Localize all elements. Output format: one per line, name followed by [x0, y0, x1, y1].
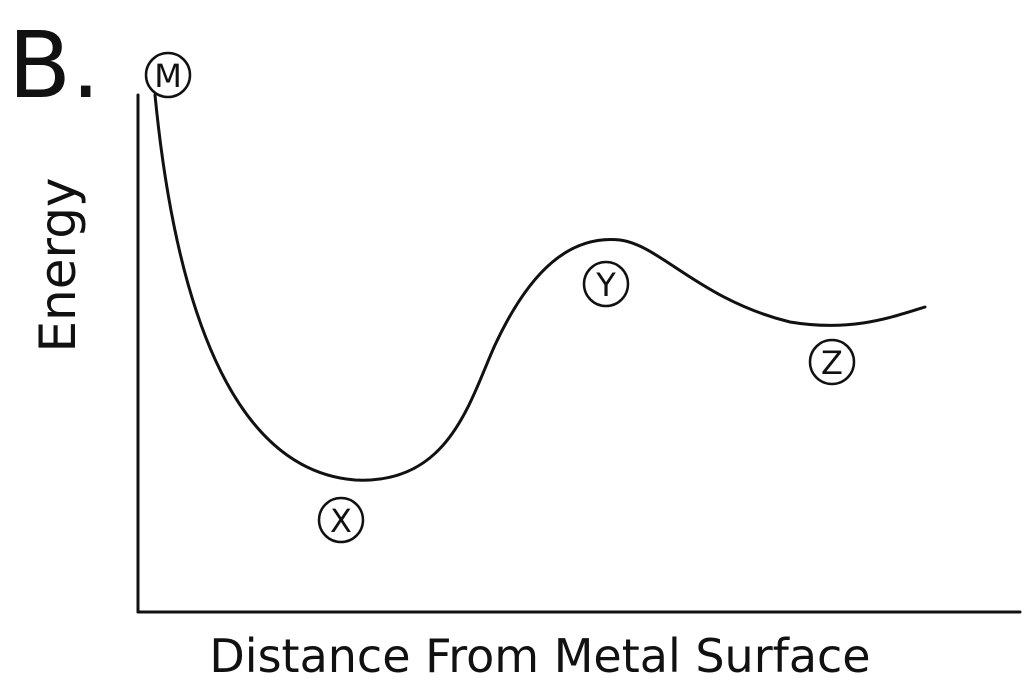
marker-circle [317, 496, 365, 544]
point-label: X [330, 502, 352, 540]
y-axis-label: Energy [29, 177, 87, 352]
point-label: M [154, 57, 182, 95]
x-axis-label: Distance From Metal Surface [209, 629, 870, 678]
point-label: Z [821, 344, 843, 382]
point-markers: M X Y Z [144, 51, 856, 544]
marker-circle [582, 260, 630, 308]
marker-circle [144, 51, 192, 99]
panel-label: B. [8, 12, 100, 119]
point-label: Y [595, 266, 616, 304]
energy-curve [153, 93, 927, 482]
marker-circle [808, 338, 856, 386]
